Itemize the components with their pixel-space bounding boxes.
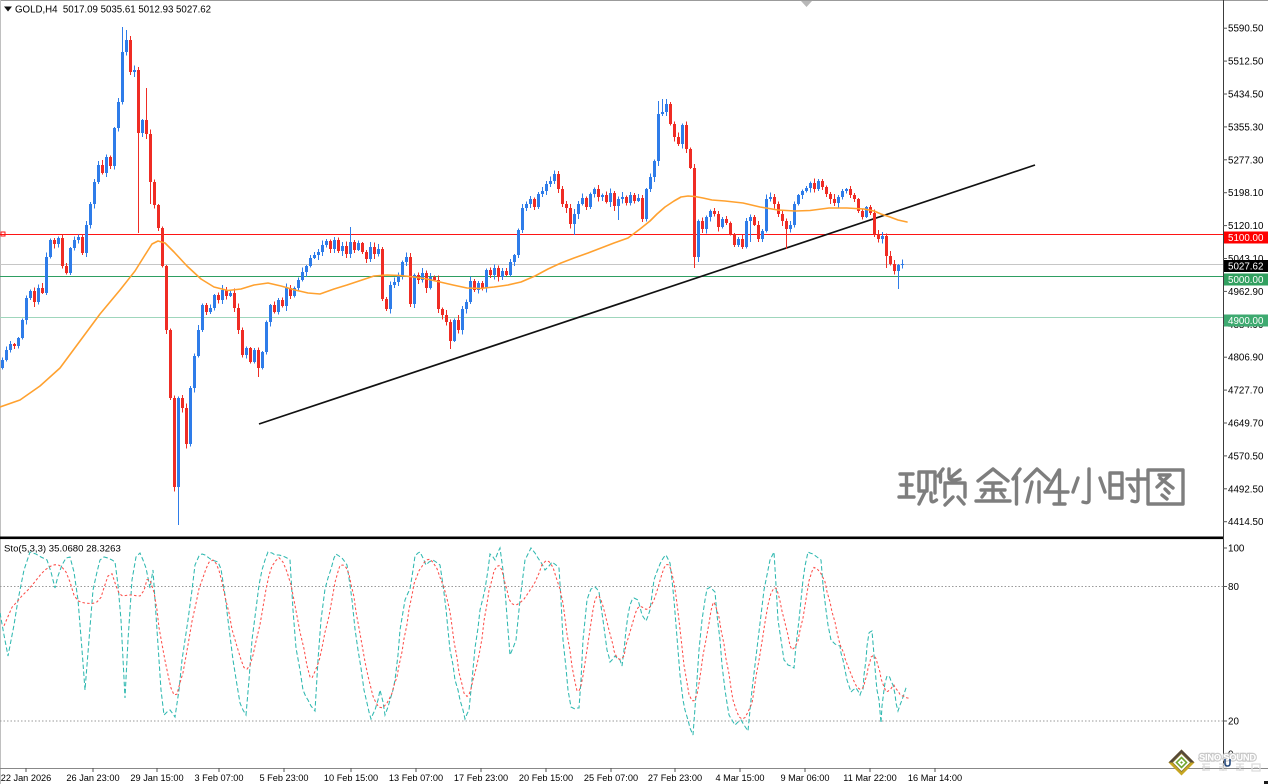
svg-text:4962.90: 4962.90 bbox=[1228, 287, 1264, 298]
svg-text:4900.00: 4900.00 bbox=[1228, 316, 1264, 327]
svg-text:GOLD,H4 5017.09 5035.61 5012.: GOLD,H4 5017.09 5035.61 5012.93 5027.62 bbox=[15, 5, 211, 16]
svg-text:5590.50: 5590.50 bbox=[1228, 24, 1264, 35]
svg-text:5512.50: 5512.50 bbox=[1228, 57, 1264, 68]
svg-text:9 Mar 06:00: 9 Mar 06:00 bbox=[780, 773, 829, 783]
svg-text:17 Feb 23:00: 17 Feb 23:00 bbox=[454, 773, 508, 783]
svg-text:0: 0 bbox=[1228, 750, 1234, 761]
svg-text:100: 100 bbox=[1228, 544, 1245, 555]
svg-text:4492.50: 4492.50 bbox=[1228, 484, 1264, 495]
svg-text:SINO SOUND: SINO SOUND bbox=[1199, 753, 1256, 763]
svg-text:4570.50: 4570.50 bbox=[1228, 451, 1264, 462]
svg-text:5355.30: 5355.30 bbox=[1228, 122, 1264, 133]
svg-text:4414.50: 4414.50 bbox=[1228, 517, 1264, 528]
svg-text:3 Feb 07:00: 3 Feb 07:00 bbox=[194, 773, 243, 783]
svg-text:29 Jan 15:00: 29 Jan 15:00 bbox=[130, 773, 183, 783]
svg-text:20: 20 bbox=[1228, 717, 1239, 728]
svg-text:4 Mar 15:00: 4 Mar 15:00 bbox=[715, 773, 764, 783]
svg-text:4727.70: 4727.70 bbox=[1228, 386, 1264, 397]
svg-text:5277.30: 5277.30 bbox=[1228, 155, 1264, 166]
svg-text:10 Feb 15:00: 10 Feb 15:00 bbox=[324, 773, 378, 783]
svg-text:26 Jan 23:00: 26 Jan 23:00 bbox=[66, 773, 119, 783]
svg-text:Sto(5,3,3) 35.0680 28.3263: Sto(5,3,3) 35.0680 28.3263 bbox=[4, 544, 121, 555]
svg-text:5100.00: 5100.00 bbox=[1228, 233, 1264, 244]
svg-text:25 Feb 07:00: 25 Feb 07:00 bbox=[584, 773, 638, 783]
svg-text:80: 80 bbox=[1228, 582, 1239, 593]
svg-text:5027.62: 5027.62 bbox=[1228, 262, 1263, 273]
svg-text:22 Jan 2026: 22 Jan 2026 bbox=[1, 773, 52, 783]
svg-text:13 Feb 07:00: 13 Feb 07:00 bbox=[389, 773, 443, 783]
svg-text:5120.10: 5120.10 bbox=[1228, 221, 1264, 232]
svg-text:11 Mar 22:00: 11 Mar 22:00 bbox=[843, 773, 896, 783]
svg-text:4806.90: 4806.90 bbox=[1228, 353, 1264, 364]
svg-text:5434.50: 5434.50 bbox=[1228, 90, 1264, 101]
svg-text:5043.10: 5043.10 bbox=[1228, 254, 1264, 265]
svg-text:27 Feb 23:00: 27 Feb 23:00 bbox=[648, 773, 702, 783]
svg-text:5198.10: 5198.10 bbox=[1228, 188, 1264, 199]
svg-text:5000.00: 5000.00 bbox=[1228, 275, 1264, 286]
svg-text:20 Feb 15:00: 20 Feb 15:00 bbox=[519, 773, 573, 783]
svg-text:16 Mar 14:00: 16 Mar 14:00 bbox=[908, 773, 962, 783]
svg-text:SINO SOUND: SINO SOUND bbox=[1199, 753, 1256, 763]
svg-text:5 Feb 23:00: 5 Feb 23:00 bbox=[259, 773, 308, 783]
svg-text:4649.70: 4649.70 bbox=[1228, 419, 1264, 430]
